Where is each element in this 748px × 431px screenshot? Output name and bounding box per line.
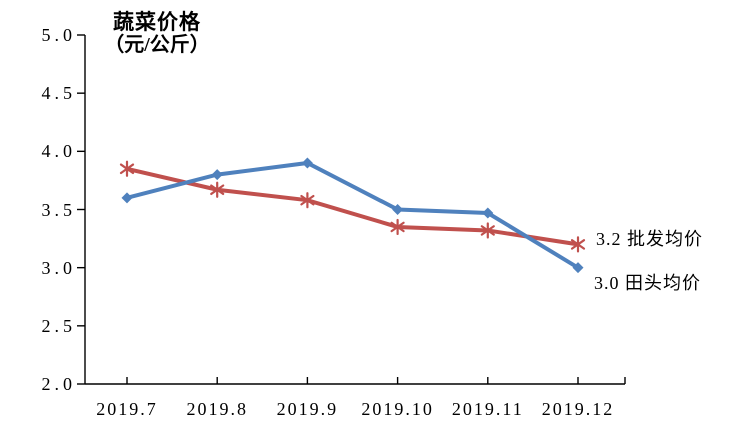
marker-asterisk-icon — [300, 192, 315, 209]
marker-asterisk-icon — [570, 236, 586, 253]
x-axis-tick-label: 2019.10 — [361, 399, 434, 419]
chart-title-block: 蔬菜价格 （元/公斤） — [82, 11, 232, 57]
marker-diamond-icon — [572, 262, 584, 274]
y-axis-tick-label: 3.0 — [41, 257, 76, 278]
marker-asterisk-icon — [480, 222, 495, 239]
y-axis-tick-label: 2.0 — [41, 374, 76, 394]
chart-unit-label: （元/公斤） — [104, 34, 210, 56]
marker-diamond-icon — [301, 157, 313, 169]
x-axis-tick-label: 2019.11 — [451, 399, 524, 419]
x-axis-tick-label: 2019.12 — [541, 399, 615, 419]
series-line-wholesale-avg — [125, 166, 580, 247]
y-axis-tick-label: 2.5 — [41, 315, 76, 336]
marker-asterisk-icon — [210, 181, 225, 198]
y-axis-tick-label: 5.0 — [41, 25, 76, 45]
marker-asterisk-icon — [119, 160, 135, 177]
series-end-label-wholesale-avg: 3.2 批发均价 — [596, 229, 703, 249]
marker-diamond-icon — [121, 192, 133, 204]
marker-diamond-icon — [211, 169, 223, 181]
x-axis-tick-label: 2019.9 — [276, 399, 339, 419]
marker-asterisk-icon — [390, 218, 405, 236]
x-axis-tick-label: 2019.8 — [186, 399, 248, 419]
marker-diamond-icon — [482, 207, 494, 219]
series-line-field-avg — [125, 160, 580, 270]
marker-diamond-icon — [392, 204, 404, 215]
series-end-label-field-avg: 3.0 田头均价 — [594, 273, 701, 293]
chart-title: 蔬菜价格 — [113, 10, 201, 34]
y-axis-tick-label: 4.5 — [41, 83, 76, 104]
y-axis-tick-label: 3.5 — [41, 199, 76, 220]
y-axis-tick-label: 4.0 — [41, 141, 76, 162]
x-axis-tick-label: 2019.7 — [96, 399, 158, 419]
